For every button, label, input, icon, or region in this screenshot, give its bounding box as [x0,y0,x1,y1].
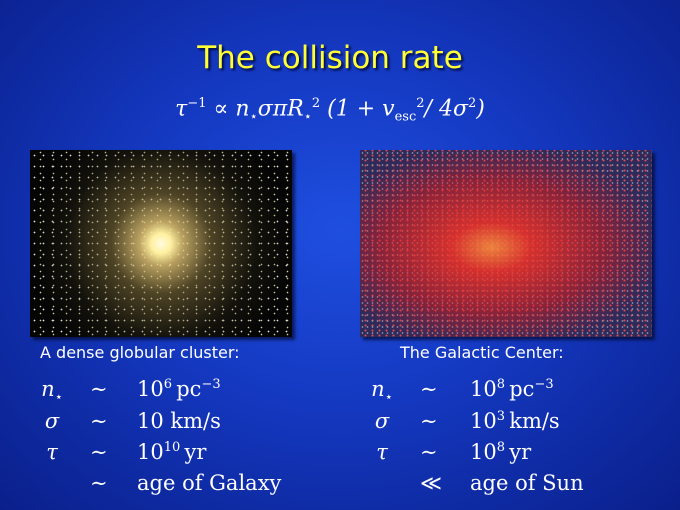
value-exponent: 8 [496,440,506,455]
formula-part: esc [394,109,417,125]
relation: ∼ [420,440,438,464]
value: 103 km/s [470,409,560,433]
relation: ∼ [90,440,108,464]
formula-part: ) [476,96,485,122]
relation: ≪ [420,471,442,495]
value-exponent: 10 [163,440,181,455]
symbol: τ [32,440,72,464]
unit: pc [176,377,202,401]
symbol-subscript: ⋆ [54,390,63,406]
relation: ∼ [420,409,438,433]
unit-exponent: −3 [201,377,221,392]
value-text: age of Sun [470,471,584,495]
value: 10 km/s [137,409,221,433]
value: age of Sun [470,471,584,495]
symbol-text: τ [46,440,58,464]
formula-part: ⋆ [303,109,312,125]
relation: ∼ [90,471,108,495]
unit-exponent: −3 [534,377,554,392]
symbol-text: n [371,377,385,401]
unit: pc [509,377,535,401]
formula-part: ∝ n [213,96,250,122]
formula: τ−1 ∝ n⋆σπR⋆2 (1 + vesc2/ 4σ2) [0,96,660,125]
caption: A dense globular cluster: [40,343,240,362]
value: 108 yr [470,440,531,464]
symbol: n⋆ [362,377,402,405]
value-text: age of Galaxy [137,471,282,495]
caption: The Galactic Center: [400,343,564,362]
formula-part: ⋆ [249,109,258,125]
value-text: 10 [137,377,164,401]
value-text: 10 [470,409,497,433]
unit: km/s [509,409,560,433]
symbol-text: σ [44,409,60,433]
value: 106 pc−3 [137,377,221,401]
value-exponent: 3 [496,409,506,424]
formula-part: τ [175,96,188,122]
value-exponent: 6 [163,377,173,392]
relation: ∼ [420,377,438,401]
value: 108 pc−3 [470,377,554,401]
formula-part: (1 + v [327,96,395,122]
cluster-image [30,150,292,337]
value-text: 10 [470,377,497,401]
symbol: σ [362,409,402,433]
value-text: 10 [470,440,497,464]
formula-part: σπR [257,96,304,122]
relation: ∼ [90,409,108,433]
formula-part: −1 [187,96,207,111]
unit: yr [184,440,207,464]
symbol-text: σ [374,409,390,433]
symbol-subscript: ⋆ [384,390,393,406]
formula-part: 2 [416,96,425,111]
formula-part: 2 [311,96,321,111]
value-text: 10 [137,440,164,464]
value-text: 10 km/s [137,409,221,433]
formula-part: / 4σ [424,96,468,122]
value: age of Galaxy [137,471,281,495]
symbol-text: τ [376,440,388,464]
unit: yr [509,440,532,464]
value-exponent: 8 [496,377,506,392]
symbol-text: n [41,377,55,401]
symbol: n⋆ [32,377,72,405]
title: The collision rate [197,40,463,76]
galactic-center-image [360,150,652,337]
formula-part: 2 [467,96,477,111]
symbol: σ [32,409,72,433]
symbol: τ [362,440,402,464]
relation: ∼ [90,377,108,401]
value: 1010 yr [137,440,206,464]
